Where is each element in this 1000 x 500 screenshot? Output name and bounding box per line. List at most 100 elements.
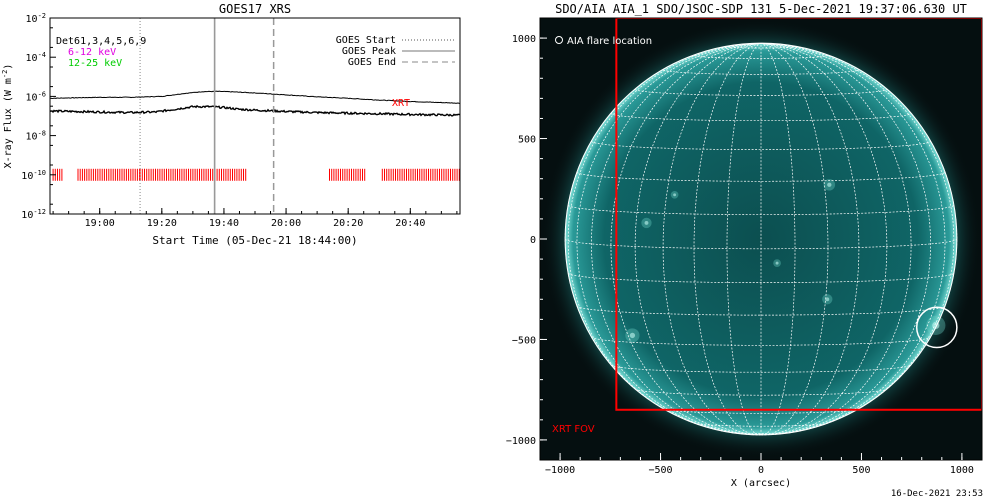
aia-y-tick-label: 0 <box>530 235 536 246</box>
longitude-line <box>693 43 762 436</box>
active-region <box>926 315 946 336</box>
latitude-line <box>726 431 796 434</box>
goes-series-line-high <box>49 104 461 117</box>
latitude-line <box>662 69 860 75</box>
active-region-core <box>629 332 636 339</box>
aia-title: SDO/AIA AIA_1 SDO/JSOC-SDP 131 5-Dec-202… <box>555 2 967 16</box>
flare-legend-icon <box>555 36 563 44</box>
goes-ylabel: X-ray Flux (W m-2) <box>1 64 14 169</box>
aia-y-tick-label: −1000 <box>506 436 536 447</box>
latitude-line <box>576 171 946 182</box>
aia-xlabel: X (arcsec) <box>731 478 791 489</box>
active-region-core <box>827 182 832 187</box>
goes-det-label: Det61,3,4,5,6,9 <box>56 36 146 47</box>
active-region-core <box>644 220 649 225</box>
longitude-line <box>726 43 762 436</box>
active-region-core <box>825 297 830 302</box>
aia-footer: 16-Dec-2021 23:53 <box>891 489 983 499</box>
goes-x-tick-label: 19:40 <box>209 218 239 229</box>
solar-corona <box>541 19 981 459</box>
longitude-line <box>591 43 762 435</box>
goes-y-tick-label: 10-4 <box>26 51 46 64</box>
goes-title: GOES17 XRS <box>219 2 291 16</box>
latitude-line <box>564 238 958 250</box>
legend-peak-label: GOES Peak <box>342 46 396 57</box>
longitude-line <box>634 43 762 436</box>
longitude-line <box>576 43 762 435</box>
goes-y-tick-label: 10-10 <box>21 169 46 182</box>
latitude-line <box>693 422 829 427</box>
goes-ylabel-close: ) <box>3 64 14 70</box>
latitude-line <box>726 46 796 49</box>
goes-band-high-label: 12-25 keV <box>68 58 122 69</box>
aia-x-tick-label: −1000 <box>545 465 575 476</box>
latitude-line <box>610 364 912 373</box>
legend-start-label: GOES Start <box>336 35 396 46</box>
aia-y-tick-label: 500 <box>518 135 536 146</box>
goes-xlabel: Start Time (05-Dec-21 18:44:00) <box>152 234 357 247</box>
aia-image-background <box>540 18 982 460</box>
longitude-line <box>760 43 796 436</box>
latitude-line <box>567 204 955 216</box>
longitude-line <box>760 43 946 435</box>
latitude-line <box>591 336 931 346</box>
goes-y-tick-label: 10-12 <box>21 208 46 221</box>
active-region <box>625 328 640 343</box>
latitude-line <box>662 408 860 414</box>
goes-x-tick-label: 19:00 <box>85 218 115 229</box>
active-region <box>670 190 679 199</box>
longitude-line <box>760 43 888 436</box>
latitude-line <box>610 113 912 122</box>
longitude-line <box>760 43 860 436</box>
aia-plot-frame <box>539 17 983 461</box>
active-region-core <box>673 193 677 197</box>
goes-ylabel-sup: -2 <box>1 70 9 78</box>
aia-x-tick-label: 1000 <box>950 465 974 476</box>
legend-end-label: GOES End <box>348 57 396 68</box>
latitude-line <box>693 54 829 59</box>
longitude-line <box>662 43 762 436</box>
solar-limb <box>564 42 958 436</box>
aia-y-tick-label: −500 <box>512 335 536 346</box>
goes-x-tick-label: 19:20 <box>147 218 177 229</box>
latitude-line <box>576 305 946 316</box>
xrt-fov-box <box>615 18 982 411</box>
xrt-fov-label: XRT FOV <box>552 424 595 435</box>
goes-series-line-low <box>49 90 461 104</box>
longitude-line <box>760 43 958 435</box>
active-region <box>822 294 833 305</box>
longitude-line <box>760 43 955 435</box>
longitude-line <box>567 43 762 435</box>
aia-x-tick-label: 500 <box>852 465 870 476</box>
active-region <box>641 217 652 229</box>
flare-legend-label: AIA flare location <box>567 36 652 47</box>
solar-disk <box>565 43 957 435</box>
latitude-line <box>567 272 955 283</box>
goes-ylabel-main: X-ray Flux (W m <box>3 78 14 168</box>
longitude-line <box>610 43 762 436</box>
active-region-core <box>775 261 779 265</box>
longitude-line <box>564 43 762 435</box>
longitude-line <box>760 43 829 436</box>
active-region <box>773 259 781 267</box>
latitude-line <box>634 388 888 396</box>
goes-xrt-label: XRT <box>392 98 410 109</box>
flare-location-circle <box>915 306 958 349</box>
goes-xrs-chart: 19:00 19:20 19:40 20:00 20:20 20:40 10-12 10-10… <box>1 2 461 247</box>
aia-x-tick-label: 0 <box>758 465 764 476</box>
goes-y-tick-label: 10-2 <box>26 12 46 25</box>
goes-y-tick-label: 10-8 <box>26 130 46 143</box>
goes-x-tick-label: 20:00 <box>271 218 301 229</box>
goes-y-tick-label: 10-6 <box>26 90 46 103</box>
active-region <box>823 178 836 191</box>
longitude-line <box>760 43 931 435</box>
goes-band-low-label: 6-12 keV <box>68 47 116 58</box>
aia-x-tick-label: −500 <box>648 465 672 476</box>
aia-y-tick-label: 1000 <box>512 34 536 45</box>
goes-x-tick-label: 20:20 <box>333 218 363 229</box>
latitude-line <box>634 88 888 96</box>
active-region-core <box>932 321 940 330</box>
longitude-line <box>760 43 912 436</box>
goes-x-tick-label: 20:40 <box>395 218 425 229</box>
latitude-line <box>591 141 931 151</box>
